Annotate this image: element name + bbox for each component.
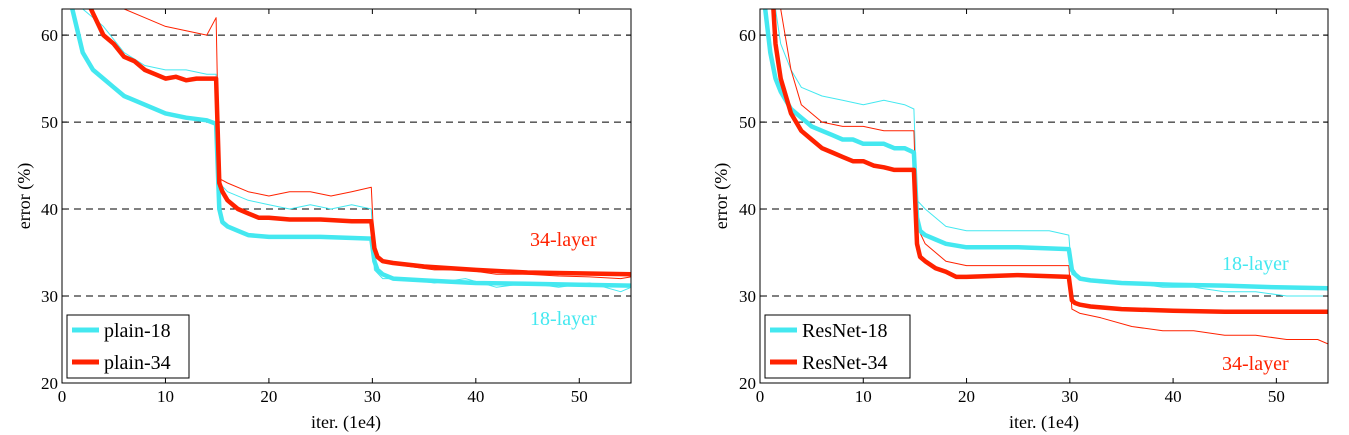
x-tick-label: 50 [1268,387,1285,406]
legend: ResNet-18 ResNet-34 [764,314,911,379]
legend-label-resnet-18: ResNet-18 [802,320,888,342]
series-line-resnet-18-train [775,9,1328,297]
legend: plain-18 plain-34 [66,314,190,379]
x-tick-label: 10 [855,387,872,406]
y-tick-label: 50 [739,113,756,132]
legend-label-plain-34: plain-34 [104,352,171,374]
series-line-plain-18 [70,9,631,288]
series-line-resnet-34 [771,9,1328,314]
chart-plain: 0 10 20 30 40 50 20 30 40 50 60 iter. (1e4) error… [14,8,632,433]
y-axis-label: error (%) [14,163,35,229]
y-tick-label: 20 [739,374,756,393]
x-ticks: 0 10 20 30 40 50 [58,9,588,406]
val-lines [70,9,631,288]
y-tick-label: 60 [41,26,58,45]
y-tick-label: 30 [41,287,58,306]
x-ticks: 0 10 20 30 40 50 [756,9,1285,406]
annotation-34-layer: 34-layer [1222,353,1289,375]
x-tick-label: 40 [467,387,484,406]
x-tick-label: 30 [1061,387,1078,406]
series-line-resnet-34-train [780,9,1328,345]
legend-label-resnet-34: ResNet-34 [802,352,888,374]
y-tick-label: 30 [739,287,756,306]
x-tick-label: 40 [1165,387,1182,406]
x-axis-label: iter. (1e4) [1009,412,1079,433]
y-tick-label: 40 [41,200,58,219]
y-tick-label: 60 [739,26,756,45]
train-lines [775,9,1328,345]
plot-frame [759,8,1329,384]
series-line-plain-34 [88,9,631,277]
legend-box [764,314,911,379]
grid-lines [62,34,631,297]
legend-label-plain-18: plain-18 [104,320,171,342]
annotation-18-layer: 18-layer [1222,253,1289,275]
x-tick-label: 0 [756,387,765,406]
annotation-34-layer: 34-layer [530,229,597,251]
y-ticks: 20 30 40 50 60 [41,26,631,393]
x-axis-label: iter. (1e4) [311,412,381,433]
x-tick-label: 20 [260,387,277,406]
x-tick-label: 10 [157,387,174,406]
legend-box [66,314,190,379]
x-tick-label: 20 [958,387,975,406]
chart-resnet: 0 10 20 30 40 50 20 30 40 50 60 iter. (1e4) error… [711,8,1329,433]
y-tick-label: 50 [41,113,58,132]
annotation-18-layer: 18-layer [530,308,597,330]
y-axis-label: error (%) [711,163,732,229]
plot-frame [61,8,632,384]
x-tick-label: 30 [364,387,381,406]
y-tick-label: 40 [739,200,756,219]
series-line-resnet-18 [762,9,1328,291]
val-lines [762,9,1328,314]
y-tick-label: 20 [41,374,58,393]
y-ticks: 20 30 40 50 60 [739,26,1328,393]
x-tick-label: 50 [571,387,588,406]
x-tick-label: 0 [58,387,67,406]
grid-lines [760,34,1328,297]
